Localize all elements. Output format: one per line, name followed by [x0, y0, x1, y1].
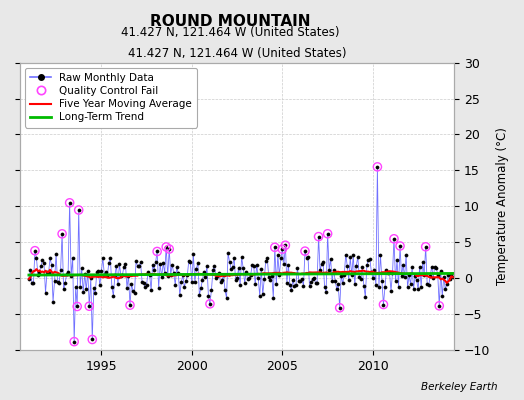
- Point: [390, 236, 398, 242]
- Y-axis label: Temperature Anomaly (°C): Temperature Anomaly (°C): [496, 128, 509, 285]
- Point: [66, 200, 74, 206]
- Point: [73, 303, 81, 310]
- Point: [126, 302, 134, 308]
- Title: 41.427 N, 121.464 W (United States): 41.427 N, 121.464 W (United States): [128, 47, 346, 60]
- Point: [314, 234, 323, 240]
- Point: [435, 303, 443, 309]
- Point: [396, 243, 404, 249]
- Point: [85, 303, 93, 310]
- Point: [162, 244, 170, 250]
- Point: [153, 248, 161, 255]
- Point: [421, 244, 430, 250]
- Text: ROUND MOUNTAIN: ROUND MOUNTAIN: [150, 14, 311, 29]
- Legend: Raw Monthly Data, Quality Control Fail, Five Year Moving Average, Long-Term Tren: Raw Monthly Data, Quality Control Fail, …: [25, 68, 198, 128]
- Point: [278, 246, 287, 252]
- Point: [281, 242, 290, 248]
- Text: Berkeley Earth: Berkeley Earth: [421, 382, 498, 392]
- Point: [379, 301, 388, 308]
- Point: [31, 248, 39, 254]
- Point: [335, 304, 344, 311]
- Point: [58, 231, 67, 237]
- Point: [373, 164, 381, 170]
- Point: [323, 230, 332, 237]
- Point: [206, 301, 214, 307]
- Point: [270, 244, 279, 250]
- Point: [301, 248, 309, 254]
- Point: [74, 207, 83, 213]
- Point: [70, 338, 79, 345]
- Point: [88, 336, 96, 343]
- Text: 41.427 N, 121.464 W (United States): 41.427 N, 121.464 W (United States): [122, 26, 340, 39]
- Point: [165, 246, 173, 252]
